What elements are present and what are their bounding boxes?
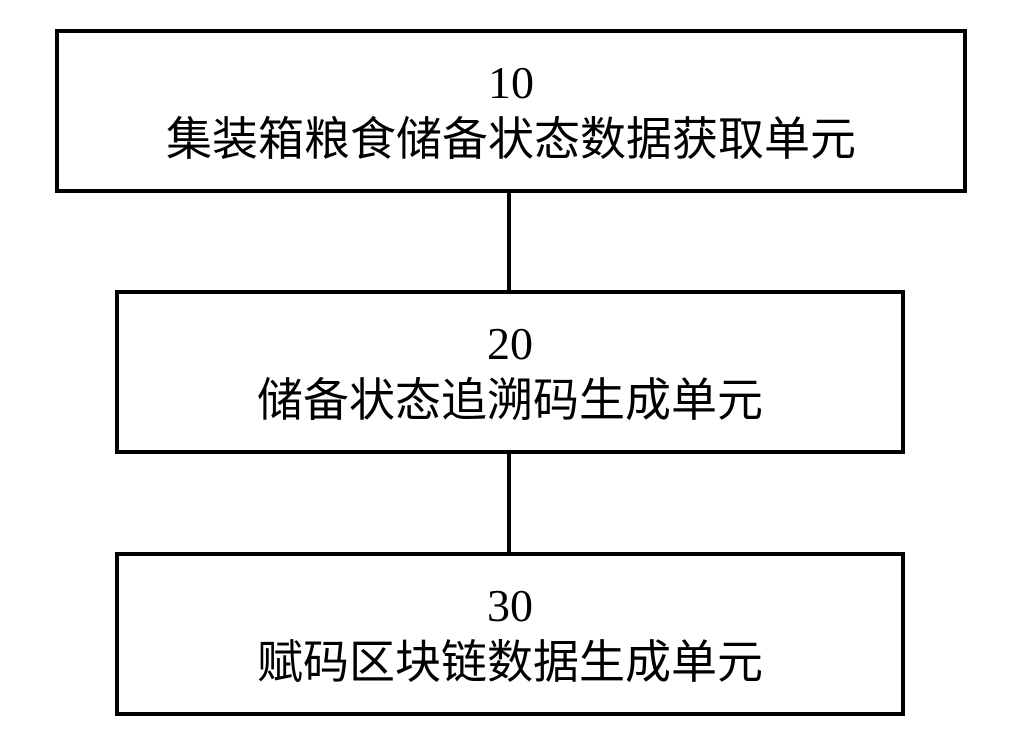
node-label: 赋码区块链数据生成单元 [257, 634, 763, 692]
flowchart-node-10: 10 集装箱粮食储备状态数据获取单元 [55, 29, 967, 193]
connector-20-30 [507, 454, 511, 552]
node-label: 储备状态追溯码生成单元 [257, 372, 763, 430]
diagram-canvas: 10 集装箱粮食储备状态数据获取单元 20 储备状态追溯码生成单元 30 赋码区… [0, 0, 1019, 746]
flowchart-node-30: 30 赋码区块链数据生成单元 [115, 552, 905, 716]
flowchart-node-20: 20 储备状态追溯码生成单元 [115, 290, 905, 454]
node-number: 10 [488, 54, 534, 112]
node-number: 20 [487, 315, 533, 373]
node-number: 30 [487, 577, 533, 635]
connector-10-20 [507, 193, 511, 290]
node-label: 集装箱粮食储备状态数据获取单元 [166, 111, 856, 169]
